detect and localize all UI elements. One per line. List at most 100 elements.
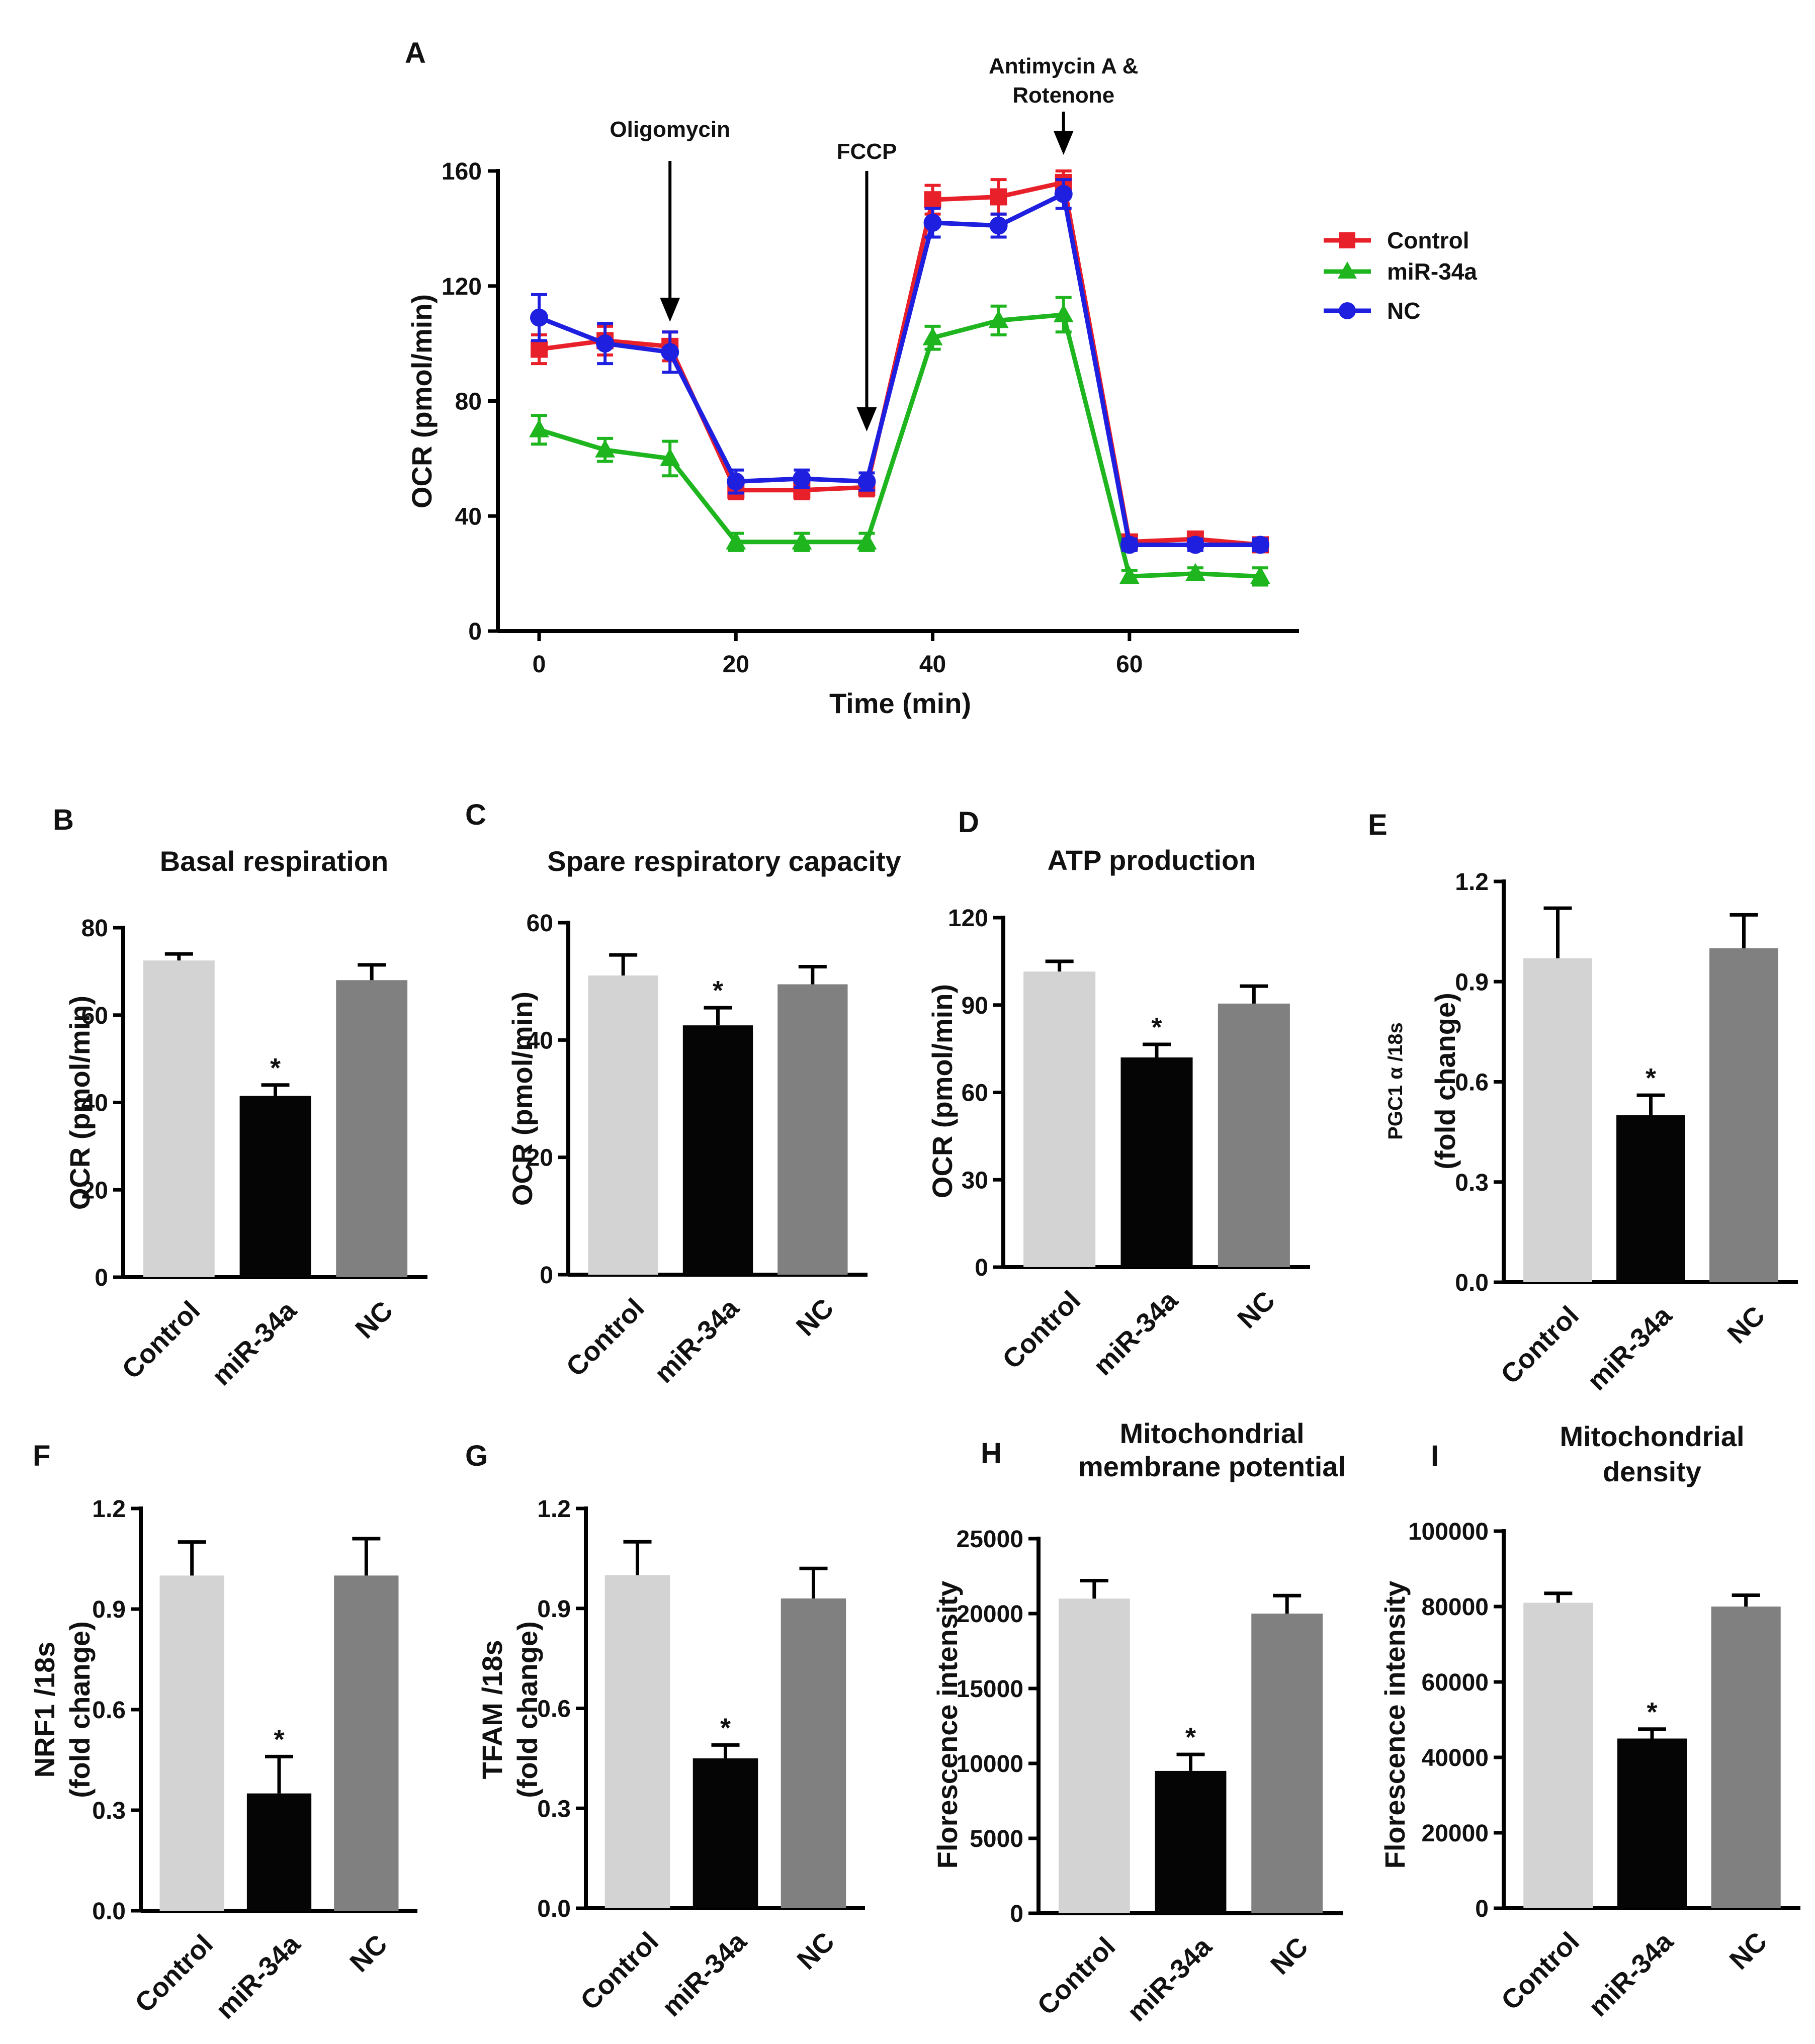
panel-label: I	[1431, 1440, 1439, 1472]
y-tick-label: 120	[442, 274, 482, 300]
bar-group-nc: NC	[334, 1537, 399, 1978]
y-tick-label: 120	[948, 905, 988, 932]
bar-group-nc: NC	[1711, 1593, 1781, 1976]
y-tick-label: 40	[455, 503, 482, 530]
data-point	[857, 472, 876, 491]
series-line	[538, 191, 1260, 547]
legend-label: miR-34a	[1387, 258, 1477, 285]
error-bar	[1638, 1727, 1666, 1739]
panel-label: H	[981, 1437, 1002, 1470]
bar	[682, 1025, 753, 1275]
y-axis-title: Florescence intensity	[931, 1581, 963, 1869]
y-tick-label: 0	[1475, 1896, 1489, 1922]
y-tick-label: 0.9	[92, 1596, 126, 1623]
data-point	[596, 334, 615, 353]
error-bar	[1080, 1578, 1108, 1599]
legend-label: NC	[1387, 298, 1420, 324]
bar	[1523, 1603, 1593, 1908]
error-bar	[1636, 1093, 1665, 1115]
y-tick-label: 0.3	[537, 1796, 571, 1822]
panel-title: Spare respiratory capacity	[547, 845, 901, 877]
annotation-3: Antimycin A & Rotenone	[989, 54, 1138, 155]
y-tick-label: 0.9	[537, 1596, 571, 1623]
annotation-arrow-head	[1053, 131, 1074, 155]
y-tick-label: 0.6	[1455, 1070, 1489, 1096]
annotation-label-line2: Rotenone	[1012, 83, 1114, 108]
error-bar	[798, 965, 827, 985]
data-point	[1053, 304, 1074, 322]
panel-title: Mitochondrial	[1119, 1417, 1304, 1449]
data-point	[660, 448, 680, 466]
y-tick-label: 80	[81, 915, 108, 942]
series-mir-34a	[529, 296, 1270, 587]
panel-title: Basal respiration	[160, 845, 388, 877]
y-axis-title: OCR (pmol/min)	[926, 984, 958, 1198]
bar-group-control: Control	[1495, 906, 1592, 1390]
y-tick-label: 0.9	[1455, 969, 1489, 996]
error-bar	[623, 1540, 652, 1575]
bar	[1120, 1057, 1193, 1267]
error-bar	[1543, 906, 1572, 958]
bar	[336, 980, 408, 1277]
data-point	[1054, 185, 1073, 203]
y-tick-label: 20	[81, 1177, 108, 1204]
error-bar	[1544, 1591, 1573, 1603]
y-tick-label: 80	[455, 389, 482, 415]
data-point	[726, 531, 746, 550]
error-bar	[261, 1083, 290, 1096]
data-point	[530, 308, 548, 327]
y-tick-label: 160	[442, 158, 482, 185]
legend-item: miR-34a	[1324, 258, 1477, 285]
data-point	[990, 188, 1007, 206]
error-bar	[1176, 1752, 1205, 1771]
data-point	[1186, 536, 1204, 554]
x-tick-label: 0	[533, 651, 546, 678]
bar	[588, 975, 658, 1275]
y-tick-label: 60	[81, 1003, 108, 1029]
y-axis-title: NRF1 /18s	[29, 1642, 60, 1778]
significance-marker: *	[1151, 1012, 1162, 1042]
annotation-2: FCCP	[837, 139, 897, 431]
bar	[1058, 1598, 1130, 1913]
y-tick-label: 80000	[1422, 1594, 1489, 1621]
data-point	[923, 213, 942, 232]
annotation-label: Antimycin A &	[989, 54, 1138, 78]
bar	[1251, 1614, 1323, 1913]
bar	[1218, 1003, 1290, 1267]
bar	[143, 960, 215, 1277]
y-axis-title: TFAM /18s	[476, 1640, 508, 1780]
data-point	[922, 327, 943, 345]
legend-label: Control	[1387, 227, 1470, 253]
bar	[159, 1575, 224, 1911]
y-tick-label: 40	[527, 1027, 553, 1054]
bar	[246, 1793, 312, 1911]
panel-a: A 0 40 80 120 160 0 20 40 60 Time (min) OCR (pmol/m…	[405, 37, 1477, 719]
significance-marker: *	[1646, 1063, 1656, 1093]
y-tick-label: 1.2	[92, 1496, 126, 1523]
bar-group-nc: NC	[336, 963, 408, 1345]
y-tick-label: 60000	[1422, 1669, 1489, 1696]
data-point	[1251, 536, 1269, 554]
y-tick-label: 0	[468, 618, 482, 645]
data-point	[1185, 563, 1205, 581]
legend-marker	[1339, 302, 1356, 319]
error-bar	[711, 1743, 740, 1758]
x-tick-label: 40	[919, 651, 946, 678]
bar	[781, 1598, 846, 1908]
data-point	[1120, 536, 1139, 554]
y-tick-label: 0	[95, 1265, 108, 1291]
annotation-label: Oligomycin	[610, 117, 730, 142]
y-axis-title: OCR (pmol/min)	[506, 992, 538, 1206]
y-tick-label: 0.6	[537, 1696, 571, 1723]
y-tick-label: 0.6	[92, 1697, 126, 1724]
error-bar	[1732, 1593, 1760, 1607]
panel-label: E	[1368, 809, 1388, 841]
data-point	[988, 310, 1009, 328]
y-axis-title-line2: (fold change)	[64, 1621, 96, 1798]
error-bar	[352, 1537, 381, 1576]
y-tick-label: 25000	[957, 1526, 1023, 1553]
y-tick-label: 15000	[957, 1676, 1023, 1703]
bar	[1523, 958, 1592, 1282]
